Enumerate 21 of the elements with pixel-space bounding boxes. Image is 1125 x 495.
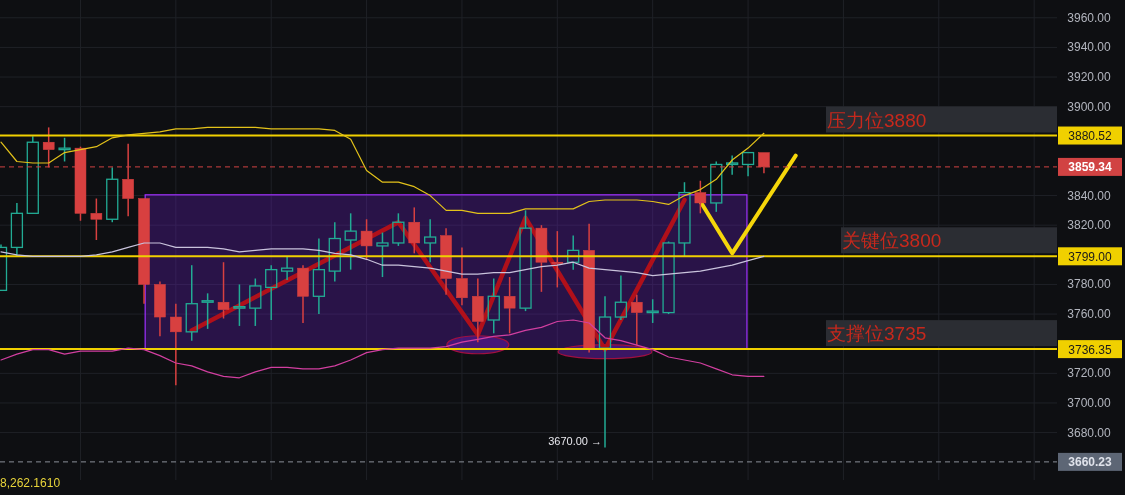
annotation: 关键位3800 xyxy=(842,230,942,252)
annotation: 8,262.1610 xyxy=(0,476,61,490)
y-tick-label: 3940.00 xyxy=(1067,40,1112,55)
annotation: 3670.00 → xyxy=(548,435,602,448)
ref-line-label: 3799.00 xyxy=(1068,249,1113,264)
y-tick-label: 3760.00 xyxy=(1067,307,1112,322)
y-tick-label: 3960.00 xyxy=(1067,10,1112,25)
ref-line-label: 3660.23 xyxy=(1068,455,1113,470)
ref-line-label: 3880.52 xyxy=(1068,129,1113,144)
y-tick-label: 3920.00 xyxy=(1067,70,1112,85)
annotation: 支撑位3735 xyxy=(827,323,927,345)
y-tick-label: 3680.00 xyxy=(1067,425,1112,440)
y-tick-label: 3840.00 xyxy=(1067,188,1112,203)
y-tick-label: 3820.00 xyxy=(1067,218,1112,233)
y-tick-label: 3700.00 xyxy=(1067,395,1112,410)
ref-line-label: 3859.34 xyxy=(1068,160,1113,175)
ref-line-label: 3736.35 xyxy=(1068,342,1113,357)
annotation: 压力位3880 xyxy=(827,109,927,131)
y-tick-label: 3720.00 xyxy=(1067,366,1112,381)
y-tick-label: 3900.00 xyxy=(1067,99,1112,114)
y-tick-label: 3780.00 xyxy=(1067,277,1112,292)
